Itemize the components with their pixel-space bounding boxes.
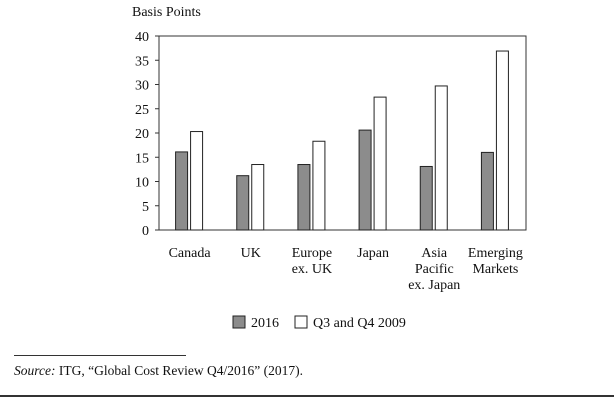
source-divider xyxy=(14,355,186,356)
x-tick-label: Japan xyxy=(357,246,389,261)
bar-q3q4 xyxy=(434,85,448,231)
bar-2016 xyxy=(236,175,250,231)
bar-q3q4 xyxy=(373,96,387,231)
x-tick-label: Asia xyxy=(421,246,447,261)
y-tick-label: 35 xyxy=(135,54,149,69)
bar-2016 xyxy=(480,151,494,231)
bar-q3q4 xyxy=(495,50,509,231)
bar-2016 xyxy=(297,164,311,231)
bar-q3q4 xyxy=(312,140,326,231)
legend-label: 2016 xyxy=(251,316,279,331)
y-tick-label: 0 xyxy=(142,224,149,239)
bottom-rule xyxy=(0,395,614,397)
x-tick-label: Europe xyxy=(292,246,332,261)
legend-swatch xyxy=(232,315,246,329)
y-tick-label: 10 xyxy=(135,176,149,191)
source-text: ITG, “Global Cost Review Q4/2016” (2017)… xyxy=(55,363,303,378)
x-tick-label: Canada xyxy=(169,246,212,261)
bar-2016 xyxy=(358,129,372,231)
source-label: Source: xyxy=(14,363,56,378)
y-tick-label: 25 xyxy=(135,103,149,118)
legend-swatch xyxy=(294,315,308,329)
bar-2016 xyxy=(175,151,189,231)
x-tick-label: UK xyxy=(241,246,261,261)
x-tick-label: Pacific xyxy=(415,262,454,277)
x-tick-label: Emerging xyxy=(468,246,523,261)
y-tick-label: 40 xyxy=(135,30,149,45)
x-tick-label: Markets xyxy=(472,262,518,277)
y-tick-label: 5 xyxy=(142,200,149,215)
y-tick-label: 30 xyxy=(135,79,149,94)
bar-chart: Basis Points 0 5 10 15 20 25 30 35 40 Canada UK Euro… xyxy=(132,5,527,331)
y-axis-title: Basis Points xyxy=(132,5,201,20)
x-tick-label: ex. UK xyxy=(292,262,332,277)
bar-2016 xyxy=(419,165,433,231)
bar-q3q4 xyxy=(251,164,265,231)
source-note: Source: ITG, “Global Cost Review Q4/2016… xyxy=(14,363,303,379)
legend-label: Q3 and Q4 2009 xyxy=(313,316,406,331)
y-tick-label: 15 xyxy=(135,151,149,166)
x-tick-label: ex. Japan xyxy=(408,278,460,293)
plot-frame xyxy=(158,35,527,231)
y-tick-label: 20 xyxy=(135,127,149,142)
bar-q3q4 xyxy=(190,131,204,231)
